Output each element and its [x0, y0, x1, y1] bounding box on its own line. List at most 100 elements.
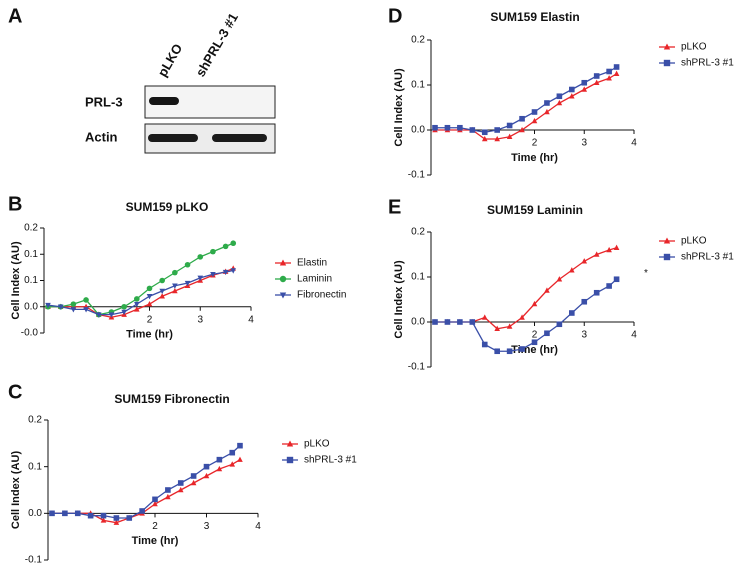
marker	[70, 307, 77, 313]
legend-label: pLKO	[304, 439, 330, 450]
marker	[108, 312, 115, 318]
marker	[222, 269, 229, 276]
marker	[531, 117, 538, 124]
marker	[230, 240, 237, 247]
marker	[190, 479, 197, 486]
marker	[531, 300, 538, 307]
blot-band	[148, 134, 198, 142]
legend-marker	[663, 253, 671, 261]
marker	[100, 512, 107, 519]
marker	[593, 73, 600, 79]
marker	[544, 330, 550, 337]
x-axis-label: Time (hr)	[511, 152, 558, 164]
legend-label: Laminin	[297, 274, 332, 285]
marker	[531, 109, 538, 115]
marker	[134, 301, 140, 308]
legend-marker	[279, 259, 287, 266]
legend-marker	[663, 237, 671, 244]
y-axis-label: Cell Index (AU)	[10, 451, 22, 530]
y-tick-label: 0.2	[28, 415, 42, 426]
marker	[237, 456, 243, 462]
marker	[126, 515, 133, 521]
legend-label: pLKO	[681, 236, 707, 247]
marker	[83, 297, 89, 303]
x-axis-label: Time (hr)	[132, 535, 179, 547]
marker	[146, 294, 153, 300]
marker	[45, 302, 51, 309]
x-tick-label: 4	[631, 138, 637, 149]
marker	[506, 122, 513, 129]
x-tick-label: 3	[197, 314, 203, 325]
x-tick-label: 4	[631, 330, 637, 341]
marker	[177, 480, 184, 486]
legend-label: Fibronectin	[297, 290, 346, 301]
marker	[139, 508, 145, 514]
marker	[203, 472, 210, 479]
lane-label: shPRL-3 #1	[193, 10, 241, 79]
marker	[152, 496, 158, 503]
marker	[444, 319, 451, 325]
marker	[506, 323, 513, 329]
marker	[593, 79, 600, 85]
marker	[544, 108, 550, 115]
y-tick-label: 0.1	[411, 272, 425, 283]
marker	[184, 261, 191, 268]
legend-label: pLKO	[681, 42, 707, 53]
legend-marker	[279, 275, 287, 283]
marker	[494, 325, 500, 331]
legend-marker	[286, 456, 294, 464]
marker	[569, 86, 575, 93]
legend-marker	[279, 292, 287, 299]
marker	[581, 79, 588, 86]
marker	[544, 100, 550, 106]
legend-label: shPRL-3 #1	[304, 455, 357, 466]
marker	[146, 285, 153, 292]
y-tick-label: -0.0	[21, 328, 39, 339]
x-tick-label: 2	[532, 138, 538, 149]
marker	[222, 243, 229, 250]
marker	[494, 127, 500, 133]
marker	[113, 519, 120, 525]
marker	[172, 287, 178, 294]
marker	[190, 473, 197, 479]
marker	[146, 301, 153, 307]
marker	[519, 115, 525, 122]
marker	[121, 303, 127, 310]
y-tick-label: -0.1	[408, 362, 426, 373]
series-line	[48, 267, 234, 318]
marker	[519, 346, 525, 352]
marker	[613, 64, 620, 70]
y-tick-label: 0.2	[24, 223, 38, 234]
marker	[494, 348, 500, 355]
x-tick-label: 4	[248, 314, 254, 325]
marker	[197, 275, 204, 281]
y-axis-label: Cell Index (AU)	[393, 260, 405, 339]
marker	[506, 348, 513, 355]
series-line	[435, 66, 617, 133]
blot-band	[212, 134, 267, 142]
x-tick-label: 3	[581, 138, 587, 149]
marker	[83, 307, 89, 313]
series-line	[435, 278, 618, 352]
marker	[49, 510, 55, 517]
marker	[613, 70, 620, 76]
marker	[593, 251, 600, 257]
y-tick-label: -0.1	[408, 170, 426, 181]
marker	[531, 339, 538, 346]
marker	[216, 456, 223, 463]
series-line	[435, 247, 617, 330]
marker	[593, 289, 600, 296]
panel-letter: E	[388, 196, 401, 218]
y-tick-label: 0.0	[411, 317, 425, 328]
marker	[134, 296, 140, 302]
marker	[606, 283, 612, 289]
panel-letter: C	[8, 381, 22, 403]
series-line	[52, 445, 241, 519]
marker	[230, 268, 237, 274]
marker	[216, 465, 223, 472]
legend-marker	[663, 43, 671, 50]
marker	[197, 254, 204, 260]
marker	[556, 276, 563, 282]
x-tick-label: 4	[255, 521, 261, 532]
marker	[57, 304, 64, 310]
